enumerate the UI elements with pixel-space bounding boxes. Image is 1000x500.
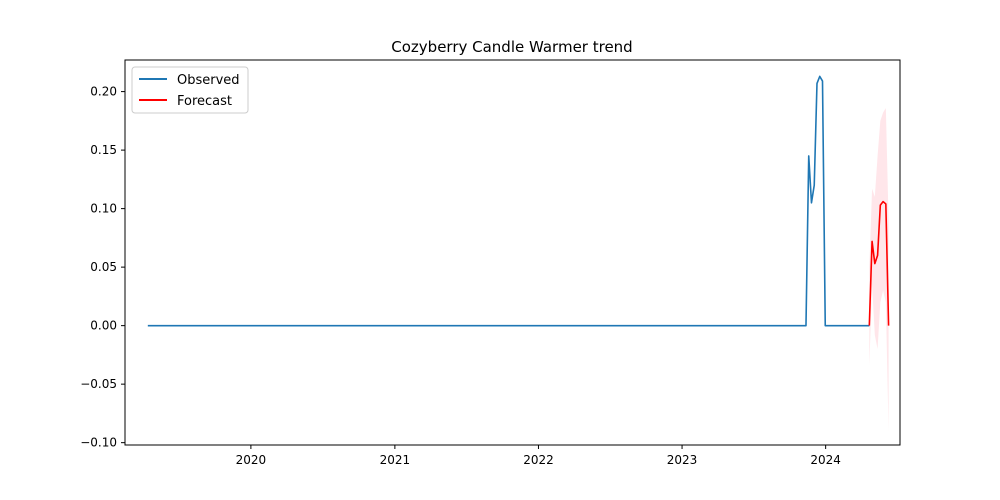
forecast-interval-band bbox=[869, 107, 889, 431]
y-tick-label: 0.15 bbox=[90, 143, 117, 157]
series-line-forecast bbox=[868, 200, 890, 326]
forecast-interval-layer bbox=[869, 107, 889, 431]
y-tick-label: 0.00 bbox=[90, 319, 117, 333]
y-tick-label: −0.05 bbox=[80, 377, 117, 391]
x-tick-label: 2022 bbox=[523, 453, 554, 467]
y-axis: 0.20 0.15 0.10 0.05 0.00 −0.05 −0.10 bbox=[80, 85, 125, 450]
y-tick-label: 0.20 bbox=[90, 85, 117, 99]
y-tick-label: 0.05 bbox=[90, 260, 117, 274]
x-tick-label: 2021 bbox=[380, 453, 411, 467]
series-layer bbox=[147, 75, 890, 327]
series-line-observed bbox=[147, 75, 870, 327]
legend-label-forecast: Forecast bbox=[177, 94, 232, 109]
y-tick-label: −0.10 bbox=[80, 436, 117, 450]
x-tick-label: 2023 bbox=[667, 453, 698, 467]
y-tick-label: 0.10 bbox=[90, 202, 117, 216]
x-tick-label: 2024 bbox=[810, 453, 841, 467]
legend-label-observed: Observed bbox=[177, 73, 240, 88]
legend: Observed Forecast bbox=[131, 66, 249, 114]
x-tick-label: 2020 bbox=[236, 453, 267, 467]
chart-title: Cozyberry Candle Warmer trend bbox=[391, 38, 632, 56]
x-axis: 2020 2021 2022 2023 2024 bbox=[236, 445, 841, 467]
plot-frame bbox=[124, 59, 901, 446]
